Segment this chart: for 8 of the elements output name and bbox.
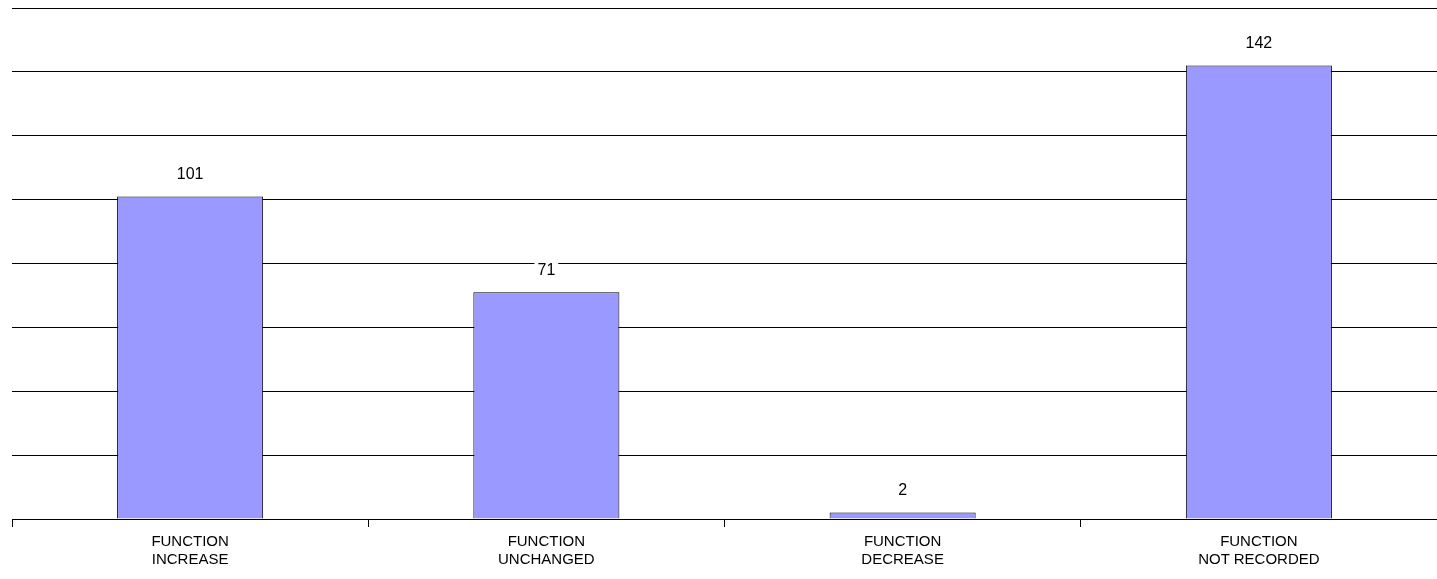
data-label: 142: [1245, 33, 1273, 51]
x-tick-label: FUNCTION UNCHANGED: [498, 532, 595, 568]
x-tick-label: FUNCTION INCREASE: [151, 532, 229, 568]
data-label: 71: [537, 260, 556, 278]
x-tick-label: FUNCTION NOT RECORDED: [1198, 532, 1320, 568]
data-label: 2: [898, 481, 908, 499]
data-label: 101: [176, 164, 204, 182]
x-tick-label: FUNCTION DECREASE: [861, 532, 944, 568]
